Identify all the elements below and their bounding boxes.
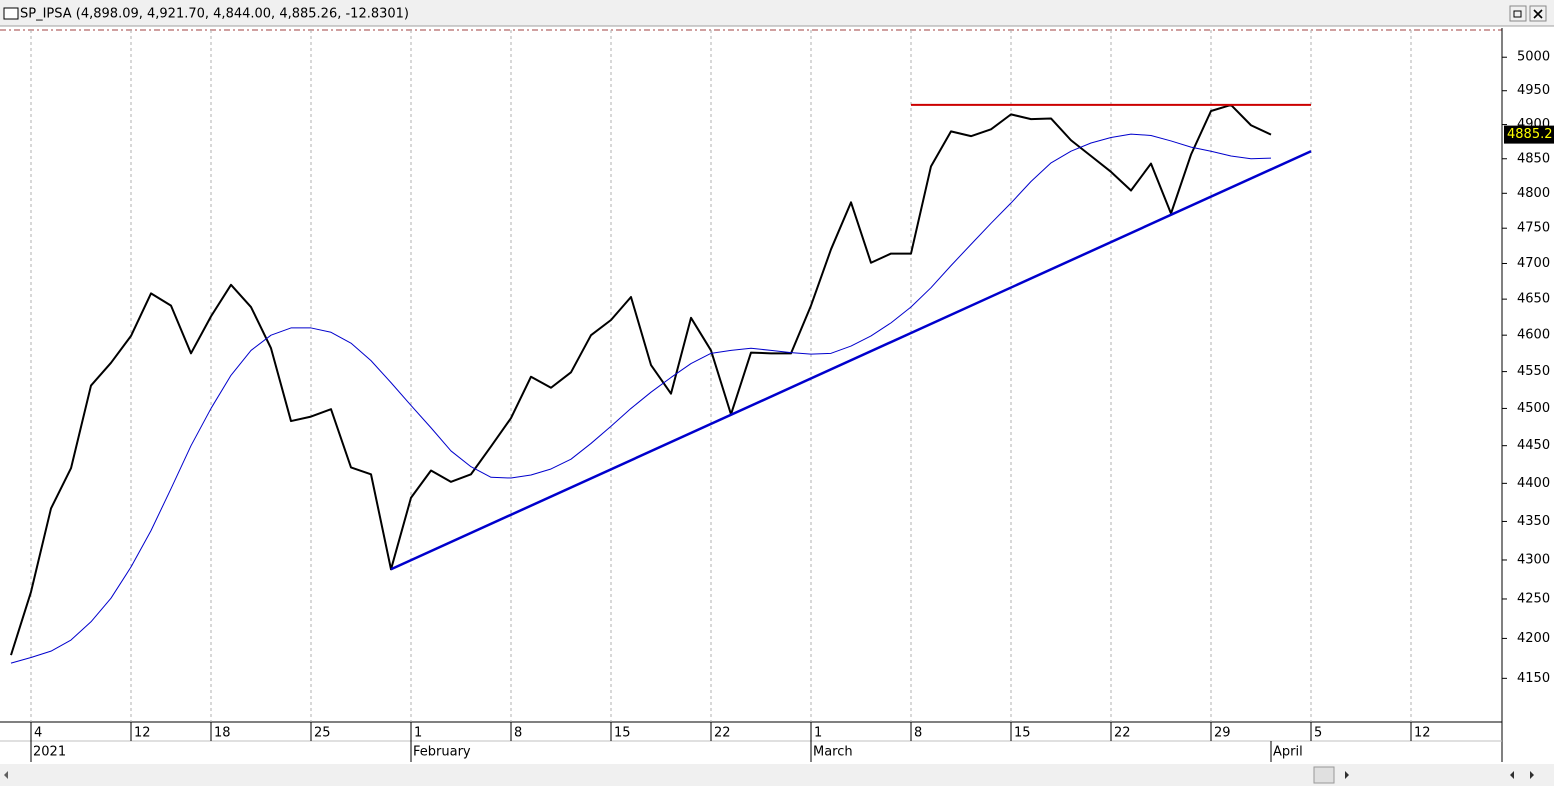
y-tick-label: 4450 <box>1517 438 1550 453</box>
x-tick-label: 1 <box>814 726 822 741</box>
y-tick-label: 4600 <box>1517 328 1550 343</box>
x-tick-label: 15 <box>1014 726 1031 741</box>
trend-line <box>390 150 1312 571</box>
y-tick-label: 4350 <box>1517 514 1550 529</box>
x-tick-label: 8 <box>514 726 522 741</box>
chart-title: SP_IPSA (4,898.09, 4,921.70, 4,844.00, 4… <box>20 7 409 22</box>
x-tick-label: 22 <box>1114 726 1131 741</box>
y-tick-label: 4250 <box>1517 591 1550 606</box>
y-tick-label: 4800 <box>1517 186 1550 201</box>
x-tick-label: 15 <box>614 726 631 741</box>
y-tick-label: 4850 <box>1517 151 1550 166</box>
last-value-box <box>1504 125 1554 144</box>
plot-area <box>10 30 1412 722</box>
y-tick-label: 4150 <box>1517 671 1550 686</box>
y-tick-label: 4950 <box>1517 83 1550 98</box>
y-tick-label: 4300 <box>1517 552 1550 567</box>
y-tick-label: 4400 <box>1517 476 1550 491</box>
x-tick-label: 8 <box>914 726 922 741</box>
x-tick-label: 22 <box>714 726 731 741</box>
restore-icon <box>1513 10 1522 18</box>
scrollbar[interactable] <box>0 764 1554 786</box>
x-group-label: March <box>813 745 853 760</box>
x-tick-label: 18 <box>214 726 231 741</box>
x-tick-label: 12 <box>1414 726 1431 741</box>
scroll-thumb[interactable] <box>1313 766 1335 784</box>
last-value-label: 4885.2 <box>1507 127 1553 142</box>
x-group-label: 2021 <box>33 745 66 760</box>
y-tick-label: 4200 <box>1517 631 1550 646</box>
x-tick-label: 5 <box>1314 726 1322 741</box>
x-tick-label: 4 <box>34 726 42 741</box>
window-icon <box>3 7 19 20</box>
x-group-label: April <box>1273 745 1303 760</box>
y-tick-label: 4700 <box>1517 256 1550 271</box>
restore-button[interactable] <box>1509 5 1527 22</box>
price-line <box>10 133 1272 664</box>
x-group-label: February <box>413 745 471 760</box>
x-tick-label: 29 <box>1214 726 1231 741</box>
x-tick-label: 1 <box>414 726 422 741</box>
y-tick-label: 4750 <box>1517 221 1550 236</box>
close-icon <box>1533 9 1543 19</box>
price-line <box>10 103 1272 656</box>
x-tick-label: 25 <box>314 726 331 741</box>
y-tick-label: 4550 <box>1517 364 1550 379</box>
x-tick-label: 12 <box>134 726 151 741</box>
scroll-left[interactable] <box>4 771 8 779</box>
y-tick-label: 4650 <box>1517 292 1550 307</box>
y-tick-label: 5000 <box>1517 50 1550 65</box>
y-tick-label: 4500 <box>1517 401 1550 416</box>
title-bar <box>0 0 1554 26</box>
